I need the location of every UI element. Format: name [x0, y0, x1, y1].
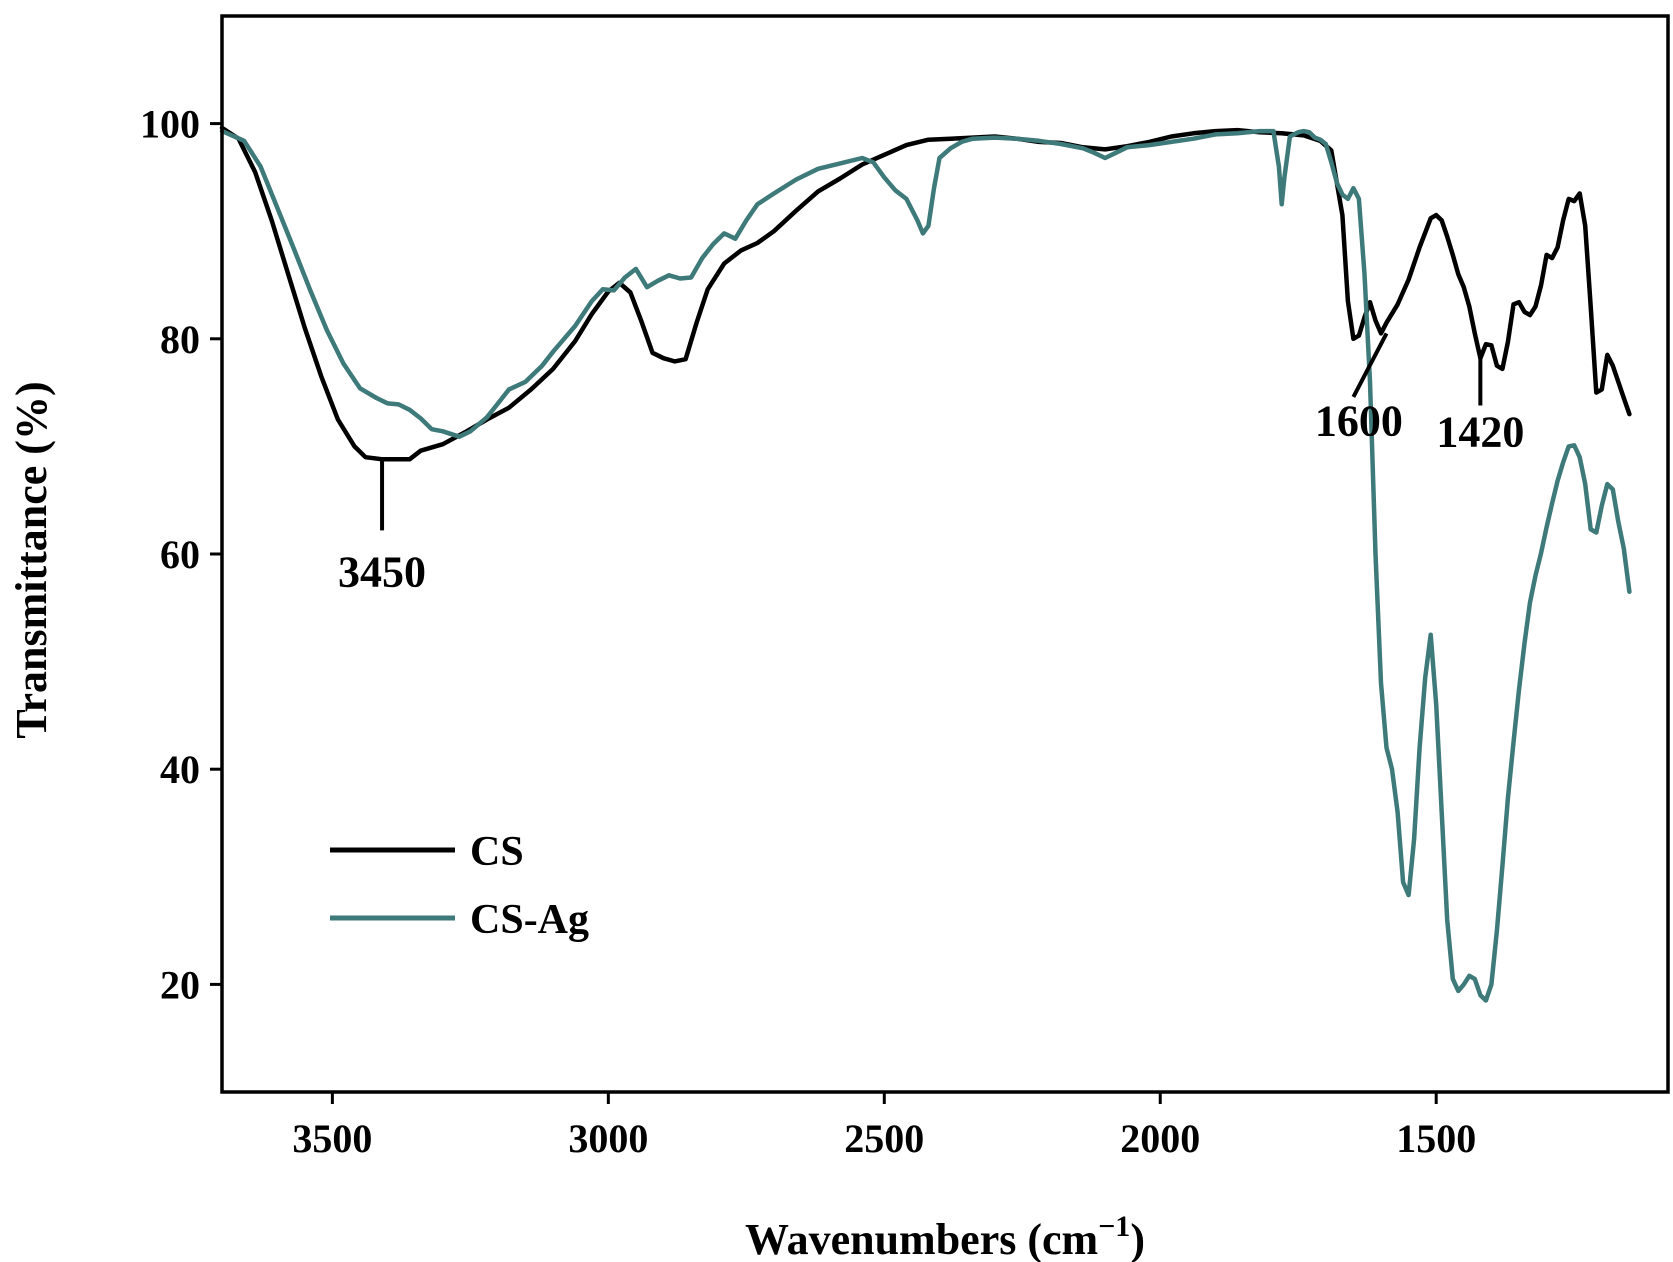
plot-frame [220, 14, 1670, 1094]
series-line-cs [219, 125, 1632, 462]
x-tick-label-3500: 3500 [292, 1116, 372, 1161]
peak-annotations: 3450 1600 1420 [338, 332, 1524, 596]
x-axis-title: Wavenumbers (cm−1) [745, 1210, 1145, 1262]
annotation-line-1600 [1351, 332, 1389, 398]
y-tick-label-100: 100 [140, 102, 200, 147]
legend: CS CS-Ag [330, 829, 589, 943]
y-axis-ticks: 20 40 60 80 100 [140, 102, 222, 1007]
series-line-cs-ag [219, 128, 1632, 1003]
y-tick-label-40: 40 [160, 747, 200, 792]
x-tick-label-1500: 1500 [1396, 1116, 1476, 1161]
legend-label-cs: CS [470, 829, 524, 875]
y-tick-label-20: 20 [160, 962, 200, 1007]
annotation-label-1600: 1600 [1315, 397, 1403, 446]
x-axis-ticks: 3500 3000 2500 2000 1500 [292, 1092, 1476, 1161]
series-layer [219, 125, 1632, 1003]
x-tick-label-2500: 2500 [844, 1116, 924, 1161]
y-tick-label-80: 80 [160, 317, 200, 362]
annotation-label-1420: 1420 [1436, 407, 1524, 456]
annotation-label-3450: 3450 [338, 547, 426, 596]
y-tick-label-60: 60 [160, 532, 200, 577]
legend-label-cs-ag: CS-Ag [470, 897, 589, 943]
x-tick-label-2000: 2000 [1120, 1116, 1200, 1161]
x-tick-label-3000: 3000 [568, 1116, 648, 1161]
y-axis-title: Transmittance (%) [7, 381, 56, 738]
